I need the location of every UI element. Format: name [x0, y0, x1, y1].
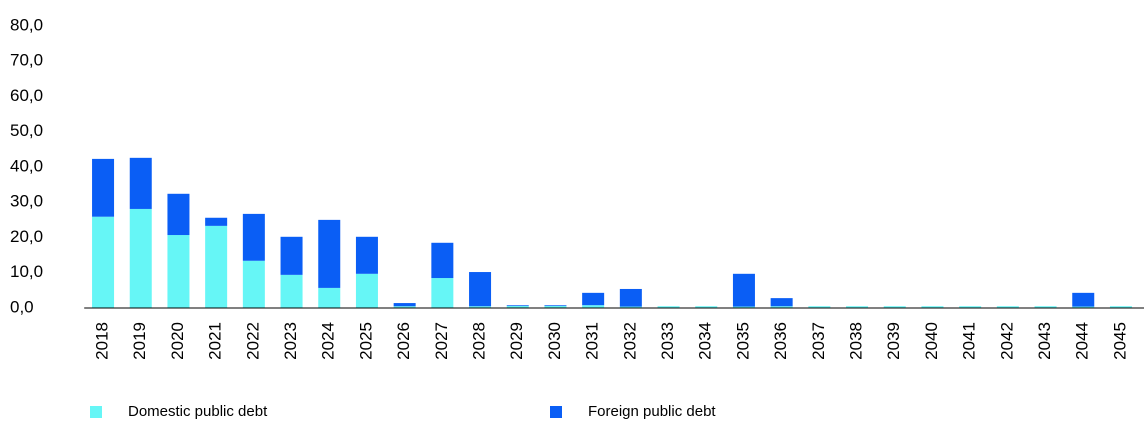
- x-tick-label: 2028: [470, 322, 489, 360]
- x-tick-label: 2031: [583, 322, 602, 360]
- bar: [280, 274, 303, 308]
- bar: [619, 288, 642, 307]
- x-tick-label: 2034: [696, 322, 715, 360]
- x-tick-label: 2022: [243, 322, 262, 360]
- y-tick-label: 60,0: [10, 86, 43, 105]
- y-tick-label: 70,0: [10, 51, 43, 70]
- bar: [1109, 306, 1132, 308]
- y-tick-label: 40,0: [10, 156, 43, 175]
- bar: [1072, 306, 1095, 308]
- bar: [921, 306, 944, 308]
- bar: [883, 306, 906, 308]
- bar: [318, 287, 341, 308]
- x-tick-label: 2032: [620, 322, 639, 360]
- bar: [280, 236, 303, 275]
- x-tick-label: 2041: [960, 322, 979, 360]
- y-tick-label: 50,0: [10, 121, 43, 140]
- bar: [959, 306, 982, 308]
- x-tick-label: 2018: [93, 322, 112, 360]
- x-tick-label: 2033: [658, 322, 677, 360]
- legend-label: Domestic public debt: [128, 403, 268, 420]
- bar: [657, 306, 680, 308]
- bar: [695, 306, 718, 308]
- y-tick-label: 30,0: [10, 192, 43, 211]
- bar: [770, 298, 793, 307]
- bar: [242, 213, 265, 261]
- x-tick-label: 2023: [281, 322, 300, 360]
- x-tick-label: 2029: [507, 322, 526, 360]
- bar: [242, 260, 265, 308]
- bar: [506, 305, 529, 308]
- bar: [205, 225, 228, 308]
- x-tick-label: 2042: [997, 322, 1016, 360]
- bar: [469, 306, 492, 308]
- x-tick-label: 2019: [130, 322, 149, 360]
- x-tick-label: 2036: [771, 322, 790, 360]
- x-tick-label: 2024: [319, 322, 338, 360]
- bar: [431, 278, 454, 308]
- bar: [167, 235, 190, 308]
- legend-swatch: [550, 406, 562, 418]
- x-tick-label: 2038: [847, 322, 866, 360]
- bar: [732, 273, 755, 307]
- x-tick-label: 2021: [206, 322, 225, 360]
- x-tick-label: 2040: [922, 322, 941, 360]
- y-tick-label: 20,0: [10, 227, 43, 246]
- legend-swatch: [90, 406, 102, 418]
- bar: [732, 306, 755, 308]
- bar: [167, 193, 190, 236]
- bar: [1034, 306, 1057, 308]
- bar: [1072, 292, 1095, 307]
- y-tick-label: 0,0: [10, 297, 34, 316]
- bar: [846, 306, 869, 308]
- bar: [808, 306, 831, 308]
- bar: [393, 306, 416, 308]
- bar: [469, 272, 492, 307]
- x-tick-label: 2043: [1035, 322, 1054, 360]
- bar: [92, 216, 115, 308]
- bar: [393, 303, 416, 307]
- bar: [582, 305, 605, 308]
- x-tick-label: 2045: [1110, 322, 1129, 360]
- y-tick-label: 10,0: [10, 262, 43, 281]
- bar: [619, 306, 642, 308]
- x-tick-label: 2035: [733, 322, 752, 360]
- x-tick-label: 2044: [1073, 322, 1092, 360]
- bar: [544, 305, 567, 306]
- bar: [582, 292, 605, 306]
- x-tick-label: 2026: [394, 322, 413, 360]
- bar: [506, 305, 529, 306]
- bar: [431, 242, 454, 279]
- bar: [996, 306, 1019, 308]
- bar: [355, 236, 378, 274]
- bar: [92, 158, 115, 217]
- bar: [318, 219, 341, 288]
- x-tick-label: 2020: [168, 322, 187, 360]
- bar: [355, 273, 378, 308]
- x-tick-label: 2025: [356, 322, 375, 360]
- bar: [205, 217, 228, 226]
- x-tick-label: 2027: [432, 322, 451, 360]
- bar: [770, 306, 793, 308]
- legend-label: Foreign public debt: [588, 403, 716, 420]
- y-tick-label: 80,0: [10, 15, 43, 34]
- x-tick-label: 2037: [809, 322, 828, 360]
- bar: [129, 157, 152, 209]
- bar: [544, 305, 567, 308]
- x-tick-label: 2039: [884, 322, 903, 360]
- x-tick-label: 2030: [545, 322, 564, 360]
- bar: [129, 208, 152, 308]
